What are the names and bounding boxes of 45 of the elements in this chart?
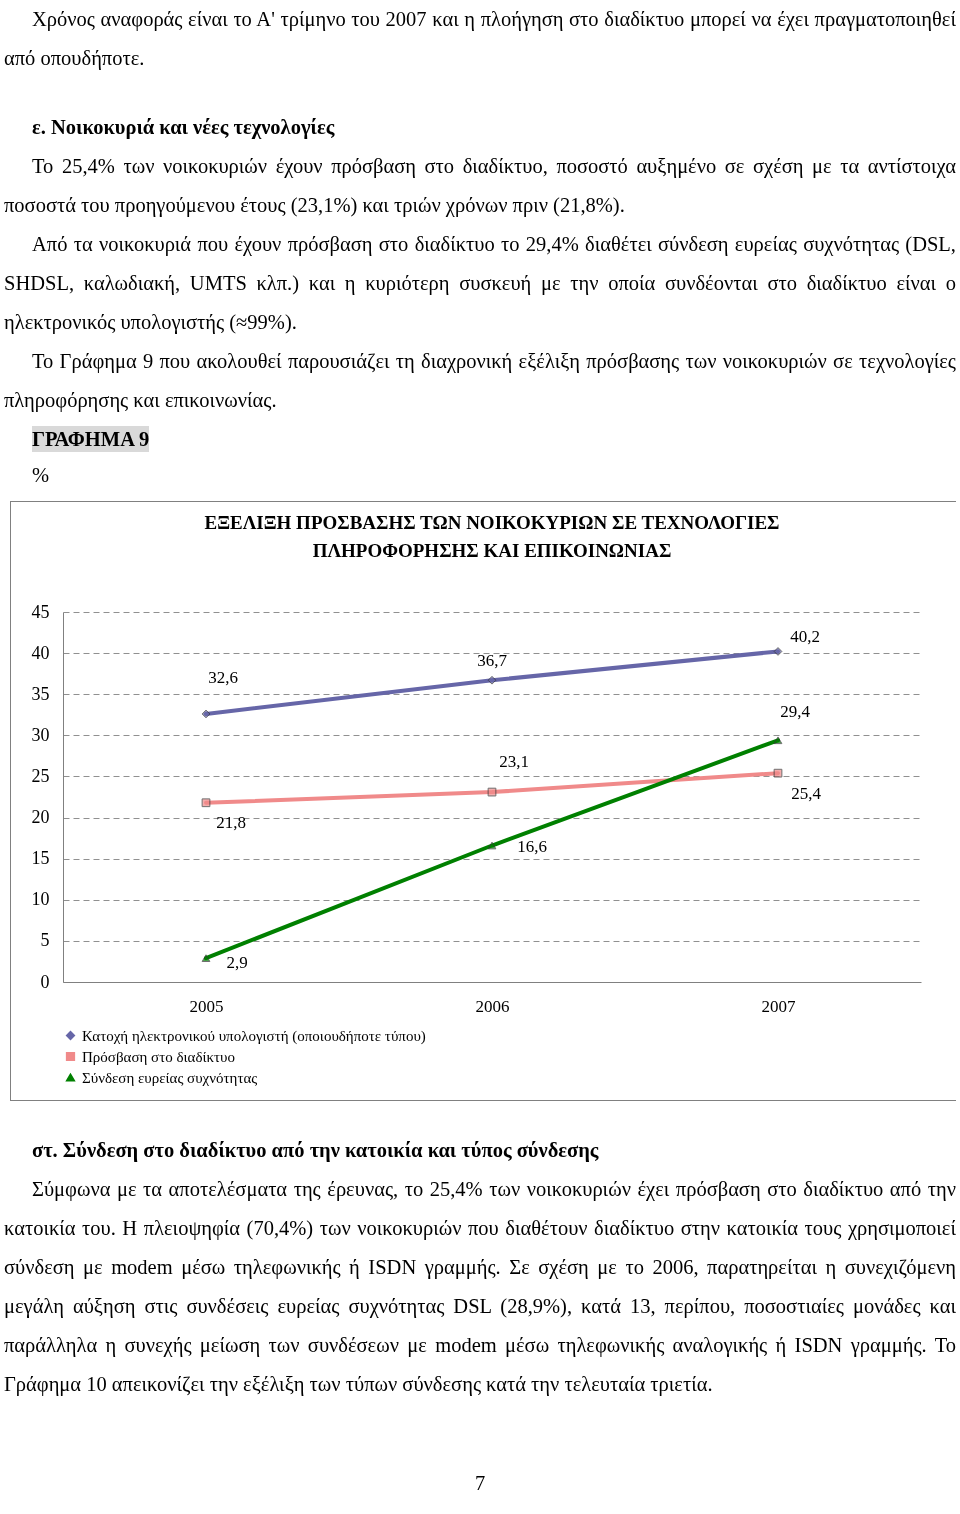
y-tick-label: 25: [31, 765, 50, 786]
y-tick-label: 35: [31, 683, 50, 704]
y-tick-label: 30: [31, 724, 50, 745]
point: [201, 954, 211, 963]
legend-label: Κατοχή ηλεκτρονικού υπολογιστή (οποιουδήποτε τύπου): [82, 1027, 426, 1045]
data-label: 40,2: [790, 627, 820, 647]
point: [201, 709, 211, 719]
data-label: 23,1: [499, 752, 529, 772]
x-tick-label: 2007: [761, 996, 796, 1016]
text: Χρόνος αναφοράς είναι το Α' τρίμηνο του 2007 και η πλοήγηση στο διαδίκτυο μπορεί να έχει πραγματοποιηθεί από οπουδήποτε.: [4, 7, 956, 72]
data-label: 16,6: [517, 836, 547, 856]
text: Από τα νοικοκυριά που έχουν πρόσβαση στο διαδίκτυο το 29,4% διαθέτει σύνδεση ευρείας συχνότητας (DSL, SHDSL, καλωδιακή, UMTS κλπ.) και η κυριότερη συσκευή με την οποία συνδέονται στο διαδίκτυο είναι ο ηλεκτρονικός υπολογιστής (≈99%).: [4, 232, 956, 336]
y-tick-label: 5: [40, 930, 50, 951]
point: [773, 736, 783, 745]
point: [487, 675, 497, 685]
x-tick-label: 2005: [189, 996, 224, 1016]
data-label: 25,4: [791, 784, 822, 804]
text: ε. Νοικοκυριά και νέες τεχνολογίες: [31, 115, 336, 141]
text: Σύμφωνα με τα αποτελέσματα της έρευνας, το 25,4% των νοικοκυριών έχει πρόσβαση στο διαδίκτυο από την κατοικία του. Η πλειοψηφία (70,4%) των νοικοκυριών που διαθέτουν διαδίκτυο στην κατοικία τους χρησιμοποιεί σύνδεση με modem μέσω τηλεφωνικής ή ISDN γραμμής. Σε σχέση με το 2006, παρατηρείται η συνεχιζόμενη μεγάλη αύξηση στις συνδέσεις ευρείας συχνότητας DSL (28,9%), κατά 13, περίπου, ποσοστιαίες μονάδες και παράλληλα η συνεχής μείωση των συνδέσεων με modem μέσω τηλεφωνικής αναλογικής ή ISDN γραμμής. Το Γράφημα 10 απεικονίζει την εξέλιξη των τύπων σύνδεσης κατά την τελευταία τριετία.: [4, 1177, 956, 1398]
point: [773, 647, 783, 656]
point: [487, 787, 497, 797]
text: Το 25,4% των νοικοκυριών έχουν πρόσβαση στο διαδίκτυο, ποσοστό αυξημένο σε σχέση με τα αντίστοιχα ποσοστά του προηγούμενου έτους (23,1%) και τριών χρόνων πριν (21,8%).: [4, 154, 956, 219]
text: Το Γράφημα 9 που ακολουθεί παρουσιάζει τη διαχρονική εξέλιξη πρόσβασης των νοικοκυριών σε τεχνολογίες πληροφόρησης και επικοινωνίας.: [4, 349, 956, 414]
y-tick-label: 40: [31, 642, 50, 663]
data-label: 2,9: [226, 953, 248, 973]
y-tick-label: 20: [31, 807, 50, 828]
data-label: 21,8: [216, 812, 246, 832]
data-label: 29,4: [780, 702, 811, 722]
y-tick-label: 10: [31, 889, 50, 910]
legend-label: Σύνδεση ευρείας συχνότητας: [82, 1069, 258, 1086]
point: [487, 841, 497, 850]
data-label: 36,7: [477, 651, 508, 671]
text: στ. Σύνδεση στο διαδίκτυο από την κατοικία και τύπος σύνδεσης: [31, 1138, 600, 1164]
text: %: [32, 463, 51, 488]
text: 7: [473, 1471, 487, 1496]
x-tick-label: 2006: [475, 996, 510, 1016]
y-tick-label: 15: [31, 848, 50, 869]
point: [201, 798, 211, 808]
legend-label: Πρόσβαση στο διαδίκτυο: [82, 1048, 236, 1065]
data-label: 32,6: [208, 667, 238, 687]
text: ΓΡΑΦΗΜΑ 9: [32, 426, 150, 452]
y-tick-label: 45: [31, 601, 50, 622]
point: [773, 768, 783, 778]
chart-title: ΕΞΕΛΙΞΗ ΠΡΟΣΒΑΣΗΣ ΤΩΝ ΝΟΙΚΟΚΥΡΙΩΝ ΣΕ ΤΕΧΝΟΛΟΓΙΕΣ ΠΛΗΡΟΦΟΡΗΣΗΣ ΚΑΙ ΕΠΙΚΟΙΝΩΝΙΑΣ: [204, 512, 780, 561]
y-tick-label: 0: [40, 971, 50, 992]
